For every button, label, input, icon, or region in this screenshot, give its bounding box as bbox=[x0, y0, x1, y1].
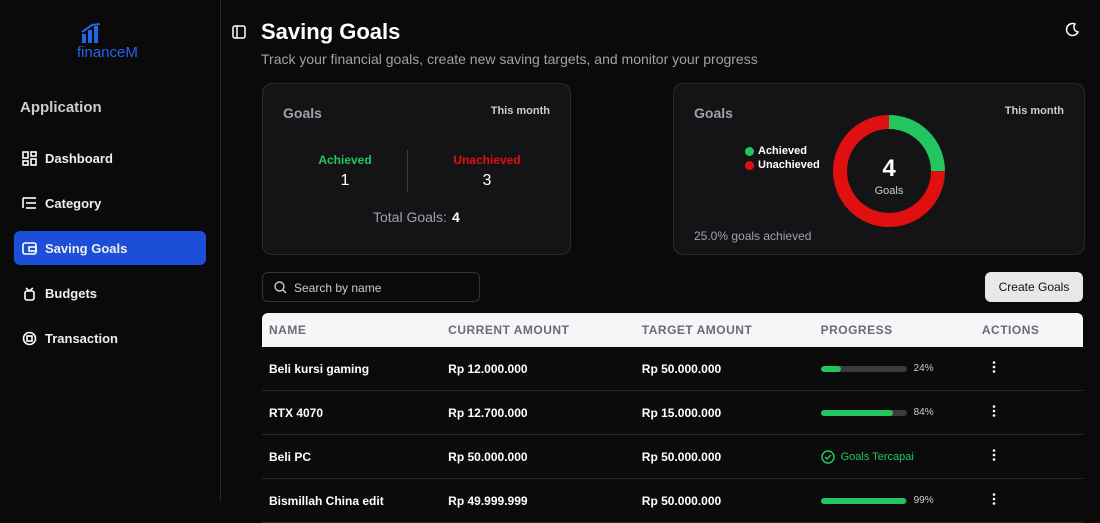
column-header: ACTIONS bbox=[974, 313, 1083, 347]
logo-text: financeM bbox=[77, 44, 138, 61]
donut-center-label: Goals bbox=[874, 185, 904, 197]
search-placeholder: Search by name bbox=[294, 281, 382, 295]
actions-menu[interactable] bbox=[987, 360, 1001, 374]
nav-icon bbox=[22, 196, 36, 209]
legend-item: Achieved bbox=[745, 144, 820, 158]
goals-table: NAME CURRENT AMOUNT TARGET AMOUNT PROGRESS A… bbox=[262, 313, 1083, 523]
cell-name: Beli kursi gaming bbox=[262, 347, 442, 391]
sidebar: financeM Application Dashboard Category Sa… bbox=[0, 0, 221, 501]
actions-menu[interactable] bbox=[987, 404, 1001, 418]
nav-label: Budgets bbox=[45, 285, 97, 301]
donut-footer: 25.0% goals achieved bbox=[694, 229, 812, 243]
cell-current: Rp 12.000.000 bbox=[441, 347, 635, 391]
status: Goals Tercapai bbox=[820, 449, 974, 464]
cell-progress: 24% bbox=[813, 347, 975, 391]
progress-track bbox=[820, 365, 907, 372]
nav-label: Transaction bbox=[45, 330, 118, 346]
nav-label: Category bbox=[45, 195, 102, 211]
cell-current: Rp 50.000.000 bbox=[441, 434, 635, 479]
column-header: CURRENT AMOUNT bbox=[441, 313, 635, 347]
progress-track bbox=[820, 409, 907, 416]
unachieved-label: Unachieved bbox=[453, 153, 521, 167]
page-title: Saving Goals bbox=[261, 19, 401, 44]
progress: 84% bbox=[820, 407, 974, 418]
status-icon bbox=[820, 449, 835, 464]
nav-icon bbox=[22, 150, 37, 166]
cell-target: Rp 50.000.000 bbox=[634, 434, 814, 479]
cell-target: Rp 15.000.000 bbox=[634, 390, 814, 435]
progress-label: 84% bbox=[913, 407, 934, 418]
card-period: This month bbox=[490, 105, 550, 117]
page-subtitle: Track your financial goals, create new s… bbox=[261, 51, 758, 67]
total-count: 4 bbox=[452, 209, 460, 225]
legend-label: Unachieved bbox=[758, 159, 820, 171]
search-icon bbox=[274, 281, 287, 294]
achieved-label: Achieved bbox=[318, 153, 372, 167]
table-row: RTX 4070 Rp 12.700.000 Rp 15.000.000 84% bbox=[262, 390, 1083, 435]
cell-target: Rp 50.000.000 bbox=[634, 347, 814, 391]
cell-name: RTX 4070 bbox=[262, 390, 442, 435]
card-period: This month bbox=[1004, 105, 1064, 117]
nav-label: Saving Goals bbox=[45, 240, 128, 256]
legend-swatch bbox=[745, 160, 754, 170]
actions-menu[interactable] bbox=[987, 448, 1001, 462]
search-input[interactable]: Search by name bbox=[262, 272, 480, 302]
nav-item[interactable]: Dashboard bbox=[14, 141, 206, 175]
actions-menu[interactable] bbox=[987, 492, 1001, 506]
section-label: Application bbox=[20, 99, 102, 116]
card-title: Goals bbox=[694, 105, 733, 121]
cell-name: Beli PC bbox=[262, 434, 442, 479]
nav-item[interactable]: Saving Goals bbox=[14, 231, 206, 265]
cell-actions bbox=[974, 347, 1083, 391]
cell-progress: 84% bbox=[813, 390, 975, 435]
donut-chart bbox=[833, 115, 945, 227]
donut-center-value: 4 bbox=[882, 155, 896, 182]
status-text: Goals Tercapai bbox=[840, 450, 914, 463]
nav-item[interactable]: Transaction bbox=[14, 321, 206, 355]
legend-item: Unachieved bbox=[745, 158, 820, 172]
donut-card: Goals This month Achieved Unachieved 4 Go… bbox=[673, 83, 1085, 255]
theme-toggle[interactable] bbox=[1064, 22, 1080, 38]
column-header: TARGET AMOUNT bbox=[634, 313, 814, 347]
nav-icon bbox=[22, 241, 37, 255]
donut-segment bbox=[833, 115, 945, 227]
total-label: Total Goals: bbox=[373, 209, 447, 225]
column-header: NAME bbox=[262, 313, 442, 347]
progress-fill bbox=[820, 409, 893, 416]
sidebar-toggle[interactable] bbox=[232, 25, 246, 39]
progress-label: 24% bbox=[913, 363, 934, 374]
nav-icon bbox=[22, 331, 37, 345]
table-row: Beli kursi gaming Rp 12.000.000 Rp 50.000.… bbox=[262, 347, 1083, 391]
column-header: PROGRESS bbox=[813, 313, 975, 347]
progress-fill bbox=[820, 365, 842, 372]
cell-progress: Goals Tercapai bbox=[813, 434, 975, 479]
cell-current: Rp 12.700.000 bbox=[441, 390, 635, 435]
achieved-count: 1 bbox=[340, 172, 350, 189]
divider bbox=[407, 150, 408, 192]
cell-actions bbox=[974, 390, 1083, 435]
card-title: Goals bbox=[283, 105, 322, 121]
cell-actions bbox=[974, 434, 1083, 479]
nav-label: Dashboard bbox=[45, 150, 113, 166]
nav-item[interactable]: Category bbox=[14, 186, 206, 220]
legend-swatch bbox=[745, 146, 754, 156]
unachieved-count: 3 bbox=[482, 172, 492, 189]
nav-icon bbox=[24, 286, 35, 301]
table-row: Beli PC Rp 50.000.000 Rp 50.000.000 Goals T… bbox=[262, 434, 1083, 479]
legend-label: Achieved bbox=[758, 145, 807, 157]
create-button[interactable]: Create Goals bbox=[985, 272, 1083, 302]
summary-card: Goals This month Achieved 1 Unachieved 3… bbox=[262, 83, 571, 255]
nav-item[interactable]: Budgets bbox=[14, 276, 206, 310]
logo-icon bbox=[81, 23, 101, 43]
progress: 24% bbox=[820, 363, 974, 374]
